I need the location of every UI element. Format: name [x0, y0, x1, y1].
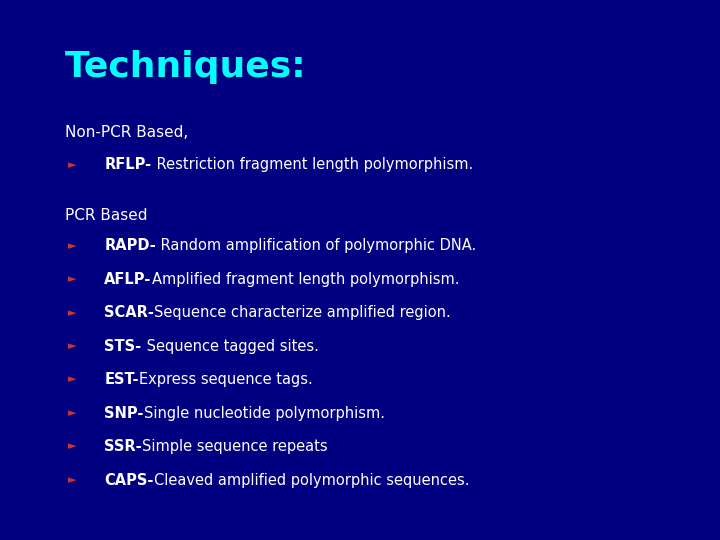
- Text: Techniques:: Techniques:: [65, 51, 307, 84]
- Text: CAPS-: CAPS-: [104, 472, 154, 488]
- Text: SSR-: SSR-: [104, 439, 142, 454]
- Text: ►: ►: [68, 341, 77, 351]
- Text: ►: ►: [68, 442, 77, 451]
- Text: PCR Based: PCR Based: [65, 208, 148, 224]
- Text: Amplified fragment length polymorphism.: Amplified fragment length polymorphism.: [152, 272, 459, 287]
- Text: ►: ►: [68, 308, 77, 318]
- Text: Express sequence tags.: Express sequence tags.: [139, 372, 312, 387]
- Text: AFLP-: AFLP-: [104, 272, 152, 287]
- Text: RFLP-: RFLP-: [104, 157, 151, 172]
- Text: Simple sequence repeats: Simple sequence repeats: [142, 439, 328, 454]
- Text: ►: ►: [68, 375, 77, 384]
- Text: EST-: EST-: [104, 372, 139, 387]
- Text: Sequence characterize amplified region.: Sequence characterize amplified region.: [154, 305, 451, 320]
- Text: SCAR-: SCAR-: [104, 305, 154, 320]
- Text: RAPD-: RAPD-: [104, 238, 156, 253]
- Text: Non-PCR Based,: Non-PCR Based,: [65, 125, 188, 140]
- Text: Cleaved amplified polymorphic sequences.: Cleaved amplified polymorphic sequences.: [154, 472, 469, 488]
- Text: Single nucleotide polymorphism.: Single nucleotide polymorphism.: [144, 406, 384, 421]
- Text: Restriction fragment length polymorphism.: Restriction fragment length polymorphism…: [151, 157, 473, 172]
- Text: ►: ►: [68, 408, 77, 418]
- Text: Sequence tagged sites.: Sequence tagged sites.: [142, 339, 318, 354]
- Text: ►: ►: [68, 475, 77, 485]
- Text: ►: ►: [68, 274, 77, 284]
- Text: SNP-: SNP-: [104, 406, 144, 421]
- Text: Random amplification of polymorphic DNA.: Random amplification of polymorphic DNA.: [156, 238, 477, 253]
- Text: STS-: STS-: [104, 339, 142, 354]
- Text: ►: ►: [68, 241, 77, 251]
- Text: ►: ►: [68, 160, 77, 170]
